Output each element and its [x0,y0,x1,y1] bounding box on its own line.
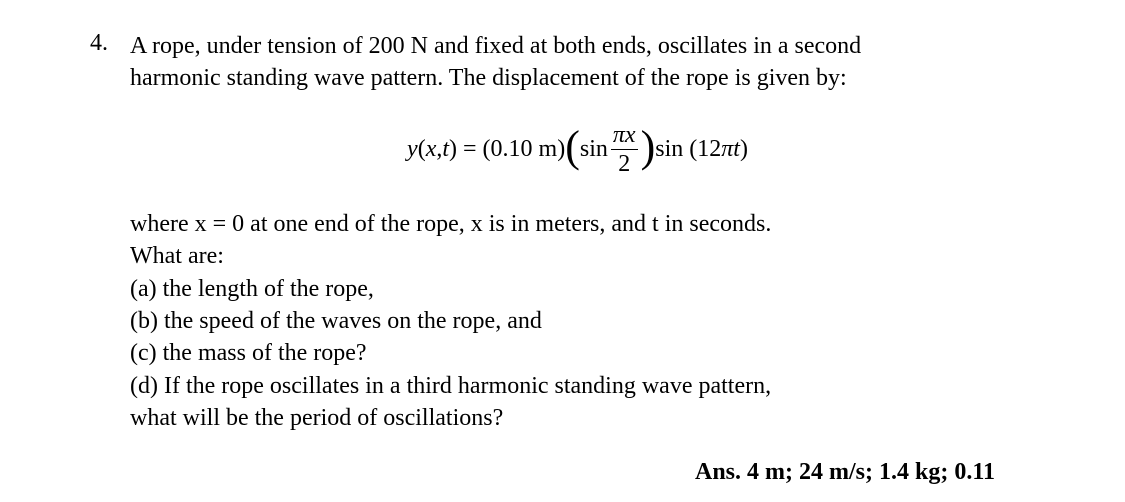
intro-line-1: A rope, under tension of 200 N and fixed… [130,33,861,59]
frac-x: x [625,122,636,148]
problem-number: 4. [90,30,108,57]
where-line-2: What are: [130,243,224,269]
eq-close2: ) [740,136,748,163]
eq-sin1: sin [580,136,608,163]
eq-rest1: ) = (0.10 m) [449,136,565,163]
problem-intro: A rope, under tension of 200 N and fixed… [130,30,1025,95]
answer-line: Ans. 4 m; 24 m/s; 1.4 kg; 0.11 [130,459,1025,486]
part-c: (c) the mass of the rope? [130,340,367,366]
eq-x: x [426,136,437,163]
eq-t2: t [733,136,740,163]
problem-container: 4. A rope, under tension of 200 N and fi… [130,30,1025,486]
part-a: (a) the length of the rope, [130,276,374,302]
eq-t: t [442,136,449,163]
equation-block: y(x, t) = (0.10 m) ( sin πx 2 ) sin (12π… [130,123,1025,176]
part-d-line-2: what will be the period of oscillations? [130,405,503,431]
equation: y(x, t) = (0.10 m) ( sin πx 2 ) sin (12π… [407,123,748,176]
fraction-numerator: πx [611,123,638,149]
pi-1: π [613,122,625,148]
eq-y: y [407,136,418,163]
part-d-line-1: (d) If the rope oscillates in a third ha… [130,373,771,399]
eq-sin2: sin (12 [655,136,721,163]
intro-line-2: harmonic standing wave pattern. The disp… [130,65,847,91]
part-b: (b) the speed of the waves on the rope, … [130,308,542,334]
pi-2: π [721,136,733,163]
where-block: where x = 0 at one end of the rope, x is… [130,208,1025,435]
eq-po: ( [418,136,426,163]
where-line-1: where x = 0 at one end of the rope, x is… [130,211,771,237]
fraction: πx 2 [611,123,638,176]
fraction-denominator: 2 [611,149,638,176]
